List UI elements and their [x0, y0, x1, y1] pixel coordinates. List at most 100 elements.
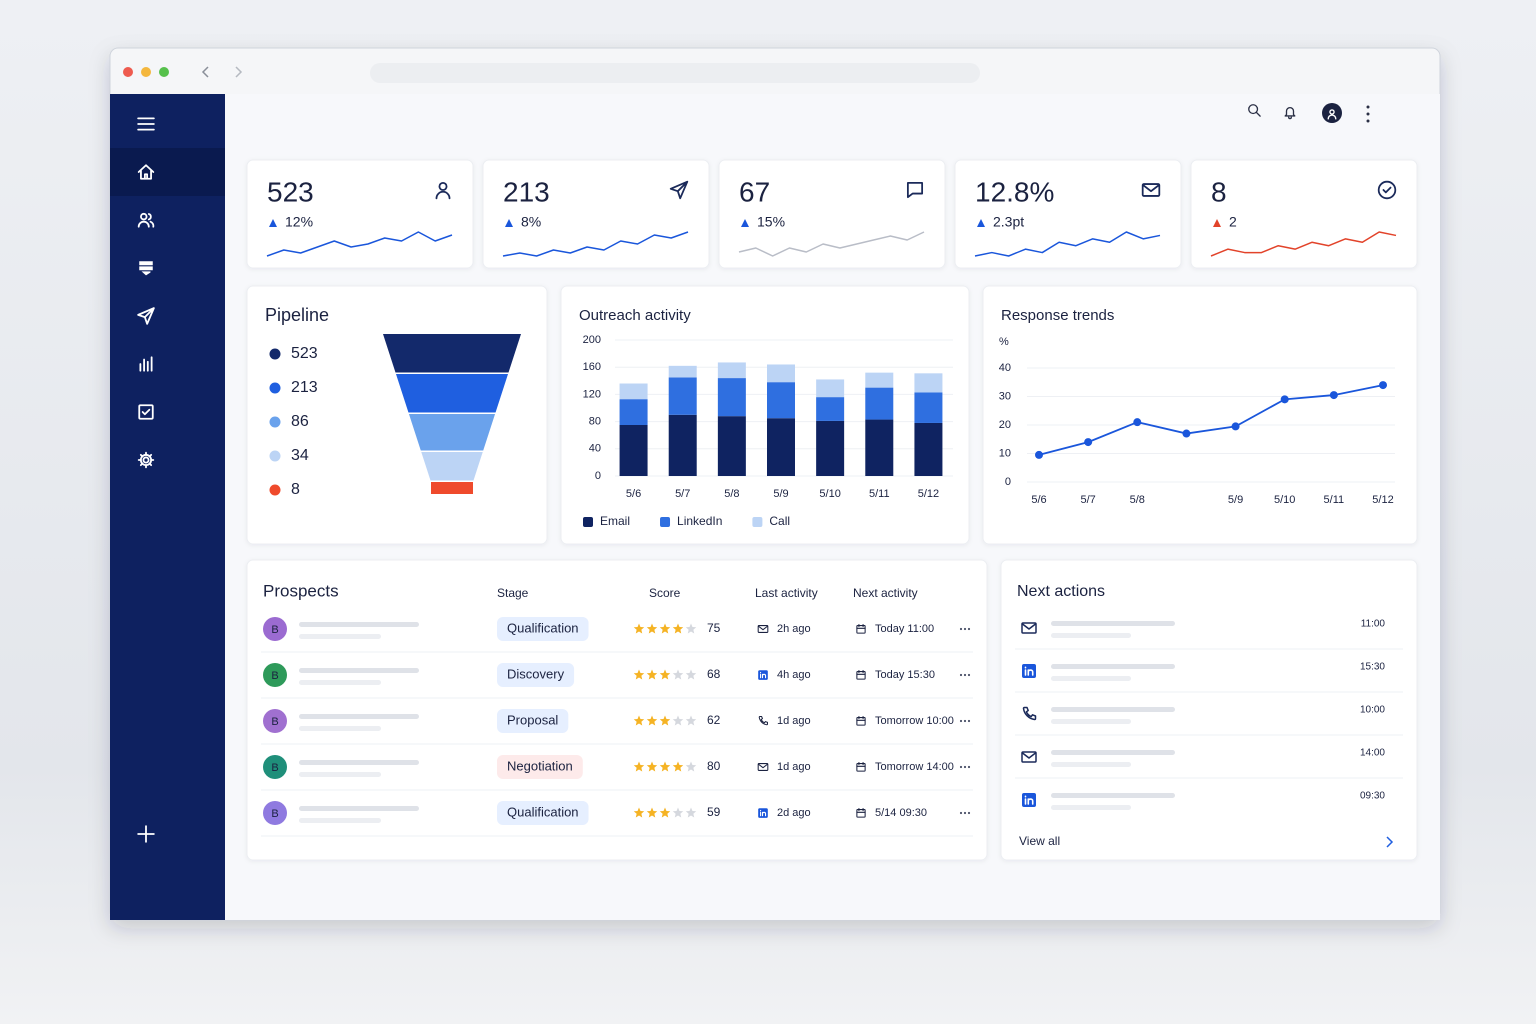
icon-linkedin	[758, 670, 768, 680]
icon-menu[interactable]	[137, 117, 155, 131]
icon-part[interactable]	[1329, 109, 1335, 115]
icon-part	[856, 670, 866, 675]
card-bg	[954, 159, 1182, 269]
icon-part	[1382, 186, 1392, 194]
icon-list[interactable]	[139, 261, 153, 276]
icon-checkbox[interactable]	[138, 404, 154, 420]
icon-bars[interactable]	[139, 356, 153, 372]
icon-gear[interactable]	[137, 451, 155, 469]
row-menu-dot[interactable]	[963, 673, 967, 677]
icon-plus[interactable]	[137, 825, 155, 843]
icon-part	[1021, 752, 1037, 759]
icon-part[interactable]	[1327, 114, 1337, 120]
row-menu-dot[interactable]	[959, 765, 963, 769]
row-menu-dot[interactable]	[959, 673, 963, 677]
icon-part[interactable]	[138, 404, 154, 420]
bar-segment	[767, 382, 795, 419]
icon-part[interactable]	[142, 456, 150, 464]
icon-users[interactable]	[137, 212, 155, 228]
star	[646, 761, 658, 772]
icon-part[interactable]	[137, 117, 155, 131]
score: 59	[707, 805, 721, 819]
icon-part	[757, 763, 769, 771]
legend-swatch	[583, 517, 593, 527]
row-menu-dot[interactable]	[963, 627, 967, 631]
icon-part[interactable]	[139, 453, 153, 467]
bar-segment	[668, 377, 697, 415]
icon-part	[1022, 706, 1037, 721]
icon-home[interactable]	[137, 164, 155, 180]
icon-part[interactable]	[137, 213, 155, 228]
address-bar[interactable]	[370, 63, 980, 83]
icon-send[interactable]	[137, 307, 155, 325]
window-dot[interactable]	[123, 67, 133, 77]
row-menu-dot[interactable]	[967, 719, 971, 723]
more-dot[interactable]	[1366, 119, 1370, 123]
action-placeholder	[1051, 793, 1175, 798]
row-menu-dot[interactable]	[959, 627, 963, 631]
avatar-letter: B	[271, 808, 278, 820]
row-menu-dot[interactable]	[963, 719, 967, 723]
icon-part[interactable]	[139, 261, 153, 276]
icon-part[interactable]	[140, 212, 148, 221]
avatar	[263, 755, 287, 779]
y-tick-label: 30	[999, 390, 1011, 402]
star	[672, 623, 684, 634]
window-dot[interactable]	[141, 67, 151, 77]
icon-part	[856, 717, 866, 726]
row-menu-dot[interactable]	[967, 811, 971, 815]
last-activity: 2h ago	[777, 623, 811, 635]
forward-button[interactable]	[235, 66, 243, 78]
more-dot[interactable]	[1366, 112, 1370, 116]
y-axis-label: %	[999, 336, 1009, 348]
bar-segment	[865, 419, 894, 476]
card-bg	[560, 285, 970, 545]
star	[659, 715, 671, 726]
icon-part[interactable]	[141, 408, 151, 416]
icon-part[interactable]	[1255, 111, 1261, 117]
icon-part[interactable]	[1248, 104, 1259, 115]
x-tick-label: 5/11	[869, 488, 890, 500]
legend-dot	[269, 416, 281, 428]
kpi-value: 67	[739, 176, 770, 207]
stage-label: Qualification	[507, 804, 579, 819]
icon-part[interactable]	[1284, 106, 1296, 120]
row-menu-dot[interactable]	[959, 811, 963, 815]
back-button[interactable]	[201, 66, 209, 78]
row-menu-dot[interactable]	[967, 627, 971, 631]
view-all-link[interactable]: View all	[1019, 834, 1060, 848]
window-dot[interactable]	[159, 67, 169, 77]
row-menu-dot[interactable]	[967, 673, 971, 677]
avatar-button[interactable]	[1322, 103, 1342, 123]
stage-label: Proposal	[507, 712, 558, 727]
icon-part[interactable]	[137, 451, 155, 469]
x-tick-label: 5/12	[1372, 494, 1393, 506]
star	[672, 761, 684, 772]
icon-part	[669, 180, 689, 200]
more-dot[interactable]	[1366, 105, 1370, 109]
view-all-chevron[interactable]	[1386, 836, 1394, 848]
line-point	[1329, 391, 1338, 400]
row-menu-dot[interactable]	[967, 765, 971, 769]
card-bg	[1190, 159, 1418, 269]
delta-arrow	[741, 219, 749, 227]
bar-segment	[619, 399, 648, 425]
row-menu-dot[interactable]	[959, 719, 963, 723]
action-time: 11:00	[1361, 619, 1386, 630]
icon-part[interactable]	[139, 356, 153, 372]
icon-part[interactable]	[137, 307, 155, 325]
bar-segment	[865, 387, 894, 420]
star	[646, 669, 658, 680]
icon-part[interactable]	[137, 164, 155, 180]
icon-part	[760, 671, 767, 679]
row-menu-dot[interactable]	[963, 765, 967, 769]
x-tick-label: 5/9	[1228, 494, 1243, 506]
icon-user[interactable]	[1327, 109, 1337, 120]
icon-part[interactable]	[137, 825, 155, 843]
row-menu-dot[interactable]	[963, 811, 967, 815]
icon-search[interactable]	[1248, 104, 1261, 117]
pipeline-value: 523	[291, 345, 318, 362]
funnel-segment	[421, 452, 483, 481]
icon-bell[interactable]	[1284, 106, 1296, 120]
kpi-delta: 2	[1229, 214, 1237, 230]
